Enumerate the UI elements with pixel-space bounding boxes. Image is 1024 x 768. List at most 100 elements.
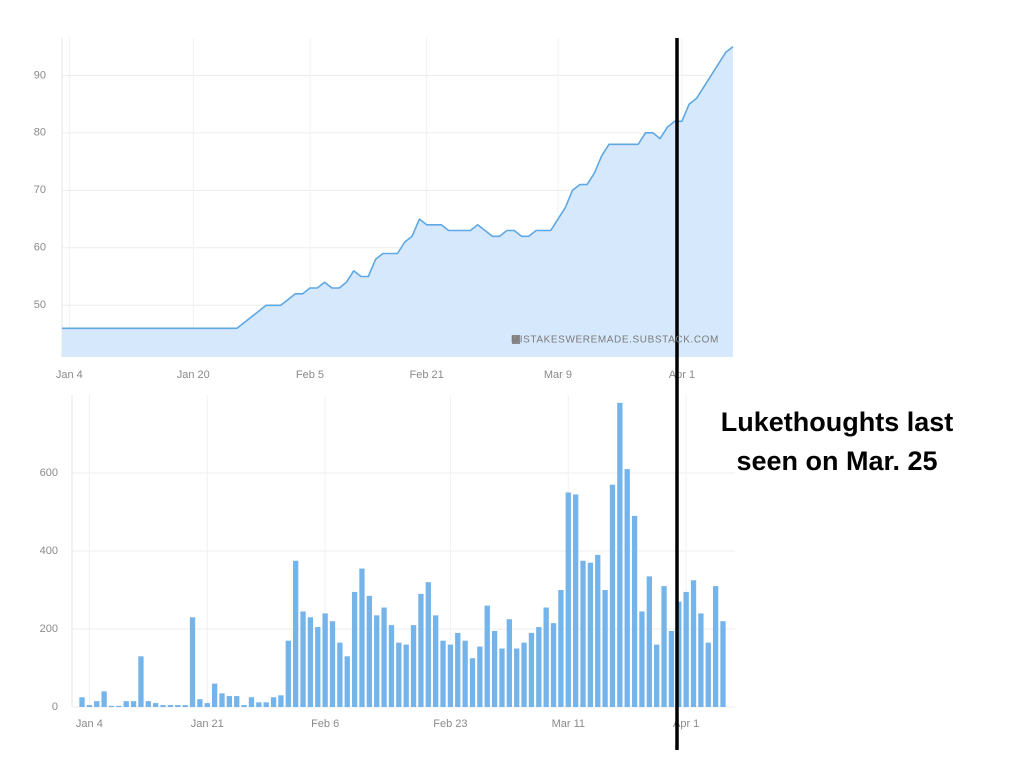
bar (631, 515, 638, 707)
bar (108, 705, 115, 707)
x-tick-label: Jan 4 (76, 718, 103, 730)
bar (116, 705, 122, 707)
y-tick-label: 600 (40, 467, 58, 479)
bar (374, 615, 380, 707)
bar (491, 630, 498, 707)
bar (130, 701, 137, 707)
bar (167, 705, 174, 707)
y-tick-label: 60 (34, 242, 46, 254)
x-tick-label: Feb 23 (433, 718, 467, 730)
y-tick-label: 200 (40, 623, 58, 635)
bar (241, 705, 247, 707)
bar (528, 632, 535, 707)
bar (609, 484, 616, 707)
bar (572, 494, 579, 707)
y-tick-label: 50 (34, 299, 46, 311)
bar (204, 703, 210, 707)
bar (602, 590, 608, 707)
bar (514, 648, 520, 707)
bar (654, 644, 660, 707)
bar (469, 658, 476, 707)
bar (521, 642, 527, 707)
bar (506, 619, 512, 707)
bar (79, 697, 85, 707)
bar (455, 632, 461, 707)
bar (624, 469, 630, 707)
bar (293, 560, 299, 707)
bar (433, 615, 439, 707)
bar (197, 699, 203, 707)
x-tick-label: Jan 4 (56, 369, 83, 381)
bar (558, 590, 564, 707)
bar (683, 591, 689, 707)
bar (440, 640, 446, 707)
bar (396, 642, 402, 707)
bar (263, 702, 269, 707)
bar (720, 621, 726, 707)
x-tick-label: Feb 6 (311, 718, 339, 730)
bar (153, 703, 159, 707)
bar (226, 696, 233, 707)
bar (580, 560, 586, 707)
bar (484, 605, 490, 707)
bar (712, 586, 719, 707)
bar (94, 701, 100, 707)
bar (499, 648, 505, 707)
bar (550, 623, 557, 707)
bar (676, 601, 682, 707)
bar (211, 683, 218, 707)
bar (668, 630, 675, 707)
y-tick-label: 400 (40, 545, 58, 557)
bar (123, 701, 129, 707)
bar (307, 617, 314, 707)
bar (101, 691, 107, 707)
y-tick-label: 80 (34, 127, 46, 139)
bar (388, 625, 395, 707)
bar (175, 705, 181, 707)
bar (661, 586, 667, 707)
bar (698, 613, 704, 707)
bar (425, 582, 431, 707)
bar (595, 554, 601, 707)
bar (536, 627, 542, 707)
x-tick-label: Jan 21 (191, 718, 224, 730)
bar (300, 611, 306, 707)
bar (322, 613, 328, 707)
bar (138, 656, 144, 707)
x-tick-label: Jan 20 (177, 369, 210, 381)
bar (248, 697, 255, 707)
bar (587, 562, 594, 707)
bar (256, 702, 262, 707)
bar (86, 705, 93, 707)
y-tick-label: 0 (52, 701, 58, 713)
area (62, 46, 733, 357)
bar (403, 644, 409, 707)
bar (359, 568, 365, 707)
bar (182, 705, 188, 707)
x-tick-label: Feb 5 (296, 369, 324, 381)
x-tick-label: Mar 11 (552, 718, 585, 730)
bar (447, 644, 454, 707)
bar (351, 591, 358, 707)
bar (337, 642, 343, 707)
bar (270, 697, 277, 707)
bar (234, 696, 240, 707)
bar (160, 705, 166, 707)
annotation: seen on Mar. 25 (736, 446, 937, 476)
bar (219, 693, 225, 707)
bar (366, 595, 372, 707)
bar (646, 576, 652, 707)
plots: 50 60 70 80 90 Jan 4 Jan 20 Feb 5 Feb 21 Mar 9 Apr… (34, 38, 735, 730)
watermark-icon (512, 335, 520, 344)
y-tick-label: 90 (34, 69, 46, 81)
bar (381, 607, 387, 707)
bar (410, 625, 417, 707)
bar (639, 611, 645, 707)
bar (285, 640, 291, 707)
bar (462, 640, 468, 707)
bar (329, 621, 336, 707)
watermark: MISTAKESWEREMADE.SUBSTACK.COM (511, 335, 719, 346)
